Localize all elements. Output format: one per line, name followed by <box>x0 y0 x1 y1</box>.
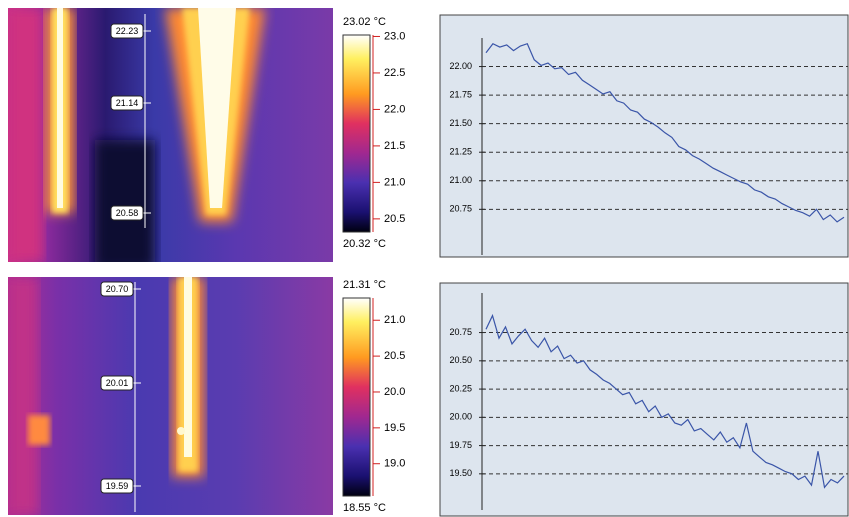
color-bar <box>342 297 371 497</box>
scale-tick-label: 19.0 <box>384 458 405 470</box>
scale-tick-label: 21.5 <box>384 140 405 152</box>
scale-tick-label: 22.0 <box>384 103 405 115</box>
scale-tick-label: 20.5 <box>384 213 405 225</box>
color-bar <box>342 34 371 233</box>
scale-max-label: 23.02 °C <box>343 16 386 28</box>
chart-panel <box>439 282 849 517</box>
marker-label: 19.59 <box>106 481 129 491</box>
scale-tick-label: 20.5 <box>384 350 405 362</box>
marker-label: 21.14 <box>116 98 139 108</box>
scale-max-label: 21.31 °C <box>343 279 386 291</box>
y-tick-label: 21.25 <box>449 147 472 157</box>
y-tick-label: 19.50 <box>449 468 472 478</box>
y-tick-label: 21.50 <box>449 118 472 128</box>
y-tick-label: 21.75 <box>449 89 472 99</box>
y-tick-label: 20.75 <box>449 204 472 214</box>
scale-tick-label: 20.0 <box>384 386 405 398</box>
data-line <box>485 42 845 223</box>
thermal-image <box>8 277 333 515</box>
thermal-image <box>8 8 333 262</box>
scale-min-label: 18.55 °C <box>343 502 386 514</box>
marker-box <box>100 478 134 494</box>
thermal-overlay: 22.23 21.14 20.58 <box>110 14 151 228</box>
y-tick-label: 20.00 <box>449 412 472 422</box>
marker-box <box>110 205 144 221</box>
scale-tick-label: 19.5 <box>384 422 405 434</box>
marker-box <box>110 95 144 111</box>
scale-tick-label: 23.0 <box>384 30 405 42</box>
marker-label: 20.70 <box>106 284 129 294</box>
scale-min-label: 20.32 °C <box>343 238 386 250</box>
thermal-overlay: 20.70 20.01 19.59 <box>100 281 141 512</box>
chart-panel <box>439 14 849 258</box>
marker-label: 22.23 <box>116 26 139 36</box>
y-tick-label: 20.25 <box>449 383 472 393</box>
marker-box <box>100 281 134 297</box>
y-tick-label: 20.50 <box>449 355 472 365</box>
scale-tick-label: 22.5 <box>384 67 405 79</box>
y-tick-label: 22.00 <box>449 61 472 71</box>
marker-label: 20.01 <box>106 378 129 388</box>
scale-tick-label: 21.0 <box>384 314 405 326</box>
scale-tick-label: 21.0 <box>384 176 405 188</box>
marker-box <box>110 23 144 39</box>
data-line <box>485 313 845 489</box>
marker-label: 20.58 <box>116 208 139 218</box>
y-tick-label: 21.00 <box>449 175 472 185</box>
y-tick-label: 20.75 <box>449 327 472 337</box>
marker-box <box>100 375 134 391</box>
y-tick-label: 19.75 <box>449 440 472 450</box>
